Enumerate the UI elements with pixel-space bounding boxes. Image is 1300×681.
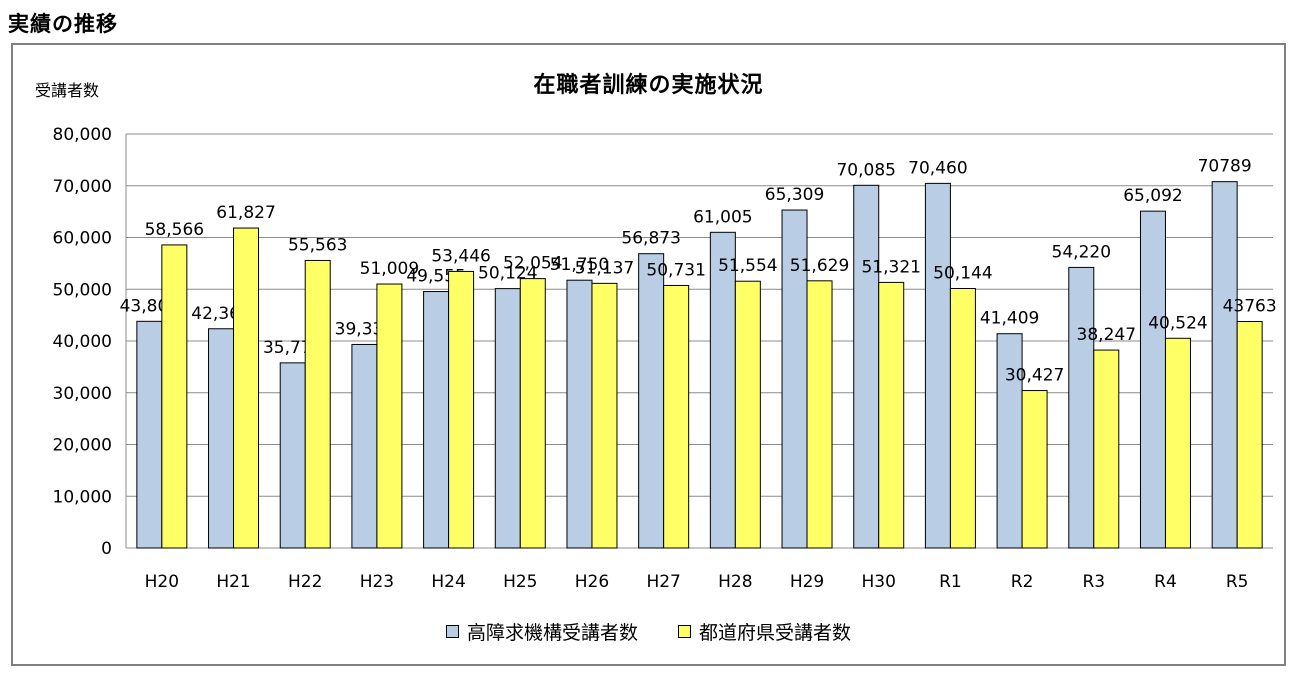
bar-series-1: [494, 288, 521, 549]
bar-series-2: [1236, 321, 1263, 549]
bar-series-1: [996, 333, 1023, 549]
data-label-series-1: 54,220: [1052, 242, 1111, 262]
bar-series-1: [208, 328, 235, 549]
y-tick-label: 80,000: [53, 125, 112, 145]
data-label-series-1: 41,409: [980, 309, 1039, 329]
data-label-series-2: 38,247: [1077, 325, 1136, 345]
data-label-series-2: 50,731: [646, 260, 705, 280]
y-axis-title: 受講者数: [35, 81, 100, 100]
data-label-series-1: 65,092: [1123, 186, 1182, 206]
x-tick-label: H30: [862, 572, 896, 592]
x-tick-label: H21: [216, 572, 250, 592]
bar-series-1: [1211, 181, 1238, 549]
y-tick-label: 60,000: [53, 229, 112, 249]
bar-series-2: [734, 280, 761, 549]
x-tick-label: H27: [646, 572, 680, 592]
x-tick-label: H28: [718, 572, 752, 592]
legend: 高障求機構受講者数 都道府県受講者数: [13, 618, 1284, 645]
x-tick-label: H25: [503, 572, 537, 592]
data-label-series-1: 70789: [1198, 157, 1252, 177]
y-tick-label: 50,000: [53, 280, 112, 300]
y-tick-label: 30,000: [53, 384, 112, 404]
bar-series-2: [878, 281, 905, 549]
x-tick-label: H29: [790, 572, 824, 592]
bar-series-2: [233, 227, 260, 549]
bar-series-2: [448, 270, 475, 549]
legend-item-series-1: 高障求機構受講者数: [445, 618, 638, 645]
data-label-series-2: 51,009: [360, 259, 419, 279]
bar-series-2: [519, 278, 546, 549]
data-label-series-2: 61,827: [216, 203, 275, 223]
x-tick-label: H24: [431, 572, 465, 592]
x-tick-label: R3: [1082, 572, 1105, 592]
chart-frame: 在職者訓練の実施状況 受講者数 0 10,000 20,000 30,000 40,00…: [11, 43, 1286, 666]
y-tick-label: 70,000: [53, 177, 112, 197]
bar-series-1: [423, 291, 450, 549]
x-tick-label: R1: [939, 572, 962, 592]
data-label-series-2: 40,524: [1148, 313, 1207, 333]
bar-series-2: [304, 259, 331, 549]
data-label-series-2: 51,321: [861, 257, 920, 277]
x-tick-label: H20: [145, 572, 179, 592]
y-tick-label: 0: [101, 539, 112, 559]
bar-series-2: [949, 288, 976, 549]
bar-series-1: [566, 279, 593, 549]
data-label-series-1: 65,309: [765, 185, 824, 205]
x-tick-label: H22: [288, 572, 322, 592]
bar-series-1: [279, 362, 306, 549]
bar-series-1: [781, 209, 808, 549]
data-label-series-2: 53,446: [431, 246, 490, 266]
bar-chart: 0 10,000 20,000 30,000 40,000 50,000 60,000 70,…: [53, 125, 1277, 592]
data-label-series-2: 51,137: [575, 258, 634, 278]
data-label-series-2: 51,629: [790, 256, 849, 276]
bar-series-2: [376, 283, 403, 549]
legend-swatch-series-2: [678, 625, 691, 638]
y-tick-label: 40,000: [53, 332, 112, 352]
bar-series-1: [351, 343, 378, 549]
data-label-series-2: 55,563: [288, 235, 347, 255]
data-label-series-1: 70,460: [908, 158, 967, 178]
bar-series-1: [638, 253, 665, 549]
bar-series-2: [1021, 390, 1048, 549]
bar-series-2: [591, 282, 618, 549]
page-heading: 実績の推移: [8, 12, 118, 36]
x-tick-label: R2: [1011, 572, 1034, 592]
data-label-series-2: 58,566: [145, 220, 204, 240]
bar-series-1: [1139, 210, 1166, 549]
data-label-series-2: 51,554: [718, 256, 777, 276]
data-label-series-1: 51,750: [550, 255, 609, 275]
data-label-series-1: 61,005: [693, 207, 752, 227]
data-label-series-2: 50,144: [933, 264, 992, 284]
bar-series-2: [1093, 349, 1120, 549]
x-tick-label: H23: [360, 572, 394, 592]
data-label-series-1: 70,085: [836, 160, 895, 180]
x-tick-label: R4: [1154, 572, 1177, 592]
x-tick-label: H26: [575, 572, 609, 592]
bar-series-1: [1068, 266, 1095, 549]
bar-series-2: [1164, 337, 1191, 549]
bar-series-2: [806, 280, 833, 549]
data-label-series-2: 52,054: [503, 254, 562, 274]
chart-title: 在職者訓練の実施状況: [533, 73, 764, 98]
bar-series-1: [709, 231, 736, 549]
legend-swatch-series-1: [445, 625, 459, 638]
bar-series-2: [663, 284, 690, 549]
y-tick-label: 20,000: [53, 436, 112, 456]
bar-series-1: [136, 320, 163, 549]
bar-series-2: [161, 244, 188, 549]
legend-label-series-1: 高障求機構受講者数: [466, 622, 638, 644]
y-tick-label: 10,000: [53, 487, 112, 507]
bar-series-1: [924, 182, 951, 549]
x-tick-label: R5: [1226, 572, 1249, 592]
data-label-series-2: 43763: [1223, 297, 1277, 317]
data-label-series-1: 56,873: [621, 229, 680, 249]
legend-item-series-2: 都道府県受講者数: [678, 618, 851, 645]
bar-series-1: [853, 184, 880, 549]
legend-label-series-2: 都道府県受講者数: [699, 622, 852, 644]
data-label-series-2: 30,427: [1005, 366, 1064, 386]
